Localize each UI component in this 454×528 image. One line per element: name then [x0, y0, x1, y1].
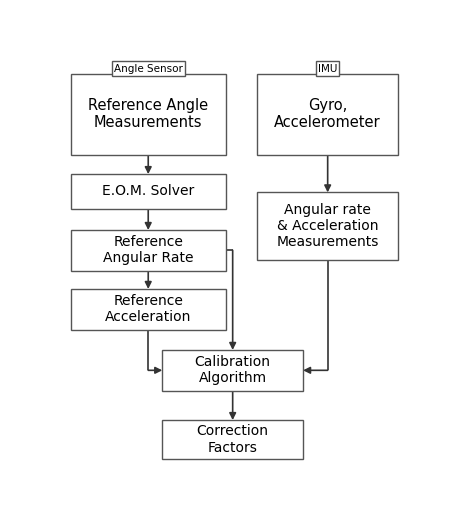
Text: Reference Angle
Measurements: Reference Angle Measurements	[88, 98, 208, 130]
Text: Angular rate
& Acceleration
Measurements: Angular rate & Acceleration Measurements	[276, 203, 379, 249]
Text: Reference
Angular Rate: Reference Angular Rate	[103, 235, 193, 266]
Text: Reference
Acceleration: Reference Acceleration	[105, 294, 192, 324]
FancyBboxPatch shape	[71, 230, 226, 271]
FancyBboxPatch shape	[257, 73, 398, 155]
FancyBboxPatch shape	[257, 192, 398, 260]
Text: IMU: IMU	[318, 63, 337, 73]
FancyBboxPatch shape	[163, 420, 303, 459]
FancyBboxPatch shape	[163, 350, 303, 391]
Text: Calibration
Algorithm: Calibration Algorithm	[195, 355, 271, 385]
FancyBboxPatch shape	[71, 174, 226, 209]
Text: Gyro,
Accelerometer: Gyro, Accelerometer	[274, 98, 381, 130]
FancyBboxPatch shape	[71, 73, 226, 155]
Text: Correction
Factors: Correction Factors	[197, 425, 269, 455]
Text: Angle Sensor: Angle Sensor	[114, 63, 183, 73]
FancyBboxPatch shape	[71, 289, 226, 329]
Text: E.O.M. Solver: E.O.M. Solver	[102, 184, 194, 199]
